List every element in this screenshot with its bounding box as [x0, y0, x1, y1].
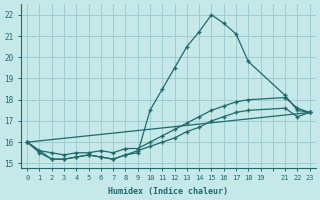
- X-axis label: Humidex (Indice chaleur): Humidex (Indice chaleur): [108, 187, 228, 196]
